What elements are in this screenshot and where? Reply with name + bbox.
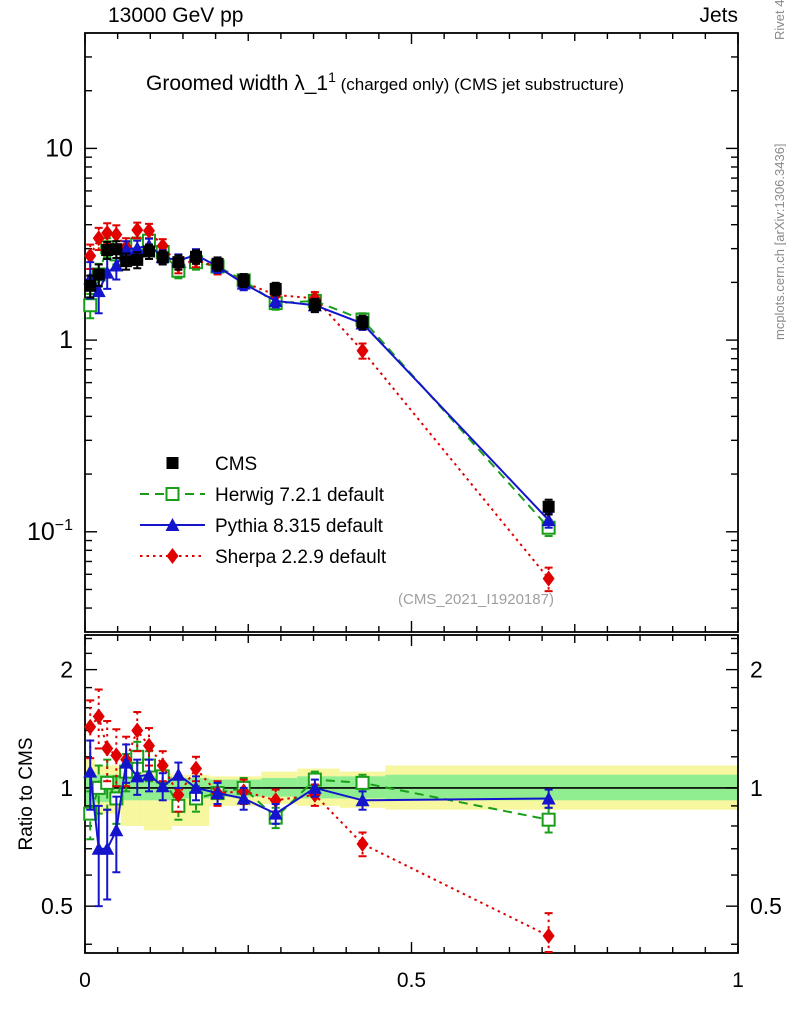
marker-square-filled — [269, 282, 282, 295]
legend-label-1: Herwig 7.2.1 default — [215, 485, 385, 506]
marker-triangle-filled — [119, 755, 134, 769]
legend-label-0: CMS — [215, 454, 257, 475]
plot-title: Groomed width λ_11 (charged only) (CMS j… — [146, 69, 624, 95]
marker-diamond-filled — [542, 570, 555, 587]
marker-square-filled — [142, 245, 155, 258]
marker-square-filled — [211, 257, 224, 270]
legend-label-3: Sherpa 2.2.9 default — [215, 547, 387, 568]
marker-diamond-filled — [92, 708, 105, 725]
marker-square-open — [83, 298, 98, 313]
marker-triangle-filled — [130, 769, 145, 783]
side-label-mcplots: mcplots.cern.ch [arXiv:1306.3436] — [772, 143, 786, 340]
marker-triangle-filled — [236, 791, 251, 805]
marker-diamond-filled — [166, 548, 179, 564]
marker-diamond-filled — [110, 747, 123, 764]
marker-diamond-filled — [142, 222, 155, 239]
marker-triangle-filled — [171, 767, 186, 781]
series-line — [89, 244, 550, 521]
marker-triangle-filled — [268, 806, 283, 820]
marker-triangle-filled — [307, 780, 322, 794]
header-right: Jets — [699, 4, 738, 27]
header-left: 13000 GeV pp — [108, 4, 244, 27]
marker-diamond-filled — [131, 722, 144, 739]
ratio-y-label-right-0: 2 — [750, 657, 763, 683]
marker-triangle-filled — [541, 513, 556, 527]
marker-triangle-filled — [165, 518, 180, 531]
marker-square-open — [165, 487, 180, 501]
marker-square-filled — [172, 256, 185, 269]
ratio-y-label-right-1: 1 — [750, 775, 763, 801]
series-line — [89, 760, 549, 850]
ratio-y-label-left-1: 1 — [60, 775, 73, 801]
ratio-y-label-right-2: 0.5 — [750, 893, 782, 919]
ratio-axis-title: Ratio to CMS — [16, 738, 37, 851]
marker-square-filled — [190, 250, 203, 263]
marker-triangle-filled — [109, 258, 124, 272]
marker-diamond-filled — [356, 342, 369, 359]
marker-triangle-filled — [355, 793, 370, 807]
marker-triangle-filled — [541, 791, 556, 805]
marker-square-filled — [356, 316, 369, 329]
marker-triangle-filled — [189, 780, 204, 794]
marker-diamond-filled — [172, 786, 185, 803]
marker-diamond-filled — [156, 757, 169, 774]
series-line — [89, 755, 549, 821]
marker-triangle-filled — [155, 779, 170, 793]
marker-triangle-filled — [83, 764, 98, 778]
main-y-label-10: 10 — [45, 134, 73, 162]
marker-diamond-filled — [190, 760, 203, 777]
marker-diamond-filled — [92, 230, 105, 247]
marker-triangle-filled — [268, 293, 283, 307]
marker-square-filled — [166, 457, 179, 469]
main-panel-frame — [84, 32, 739, 633]
marker-triangle-filled — [119, 242, 134, 256]
marker-square-filled — [101, 244, 114, 257]
marker-diamond-filled — [356, 835, 369, 852]
marker-square-open — [541, 812, 556, 827]
marker-triangle-filled — [141, 767, 156, 781]
marker-triangle-filled — [100, 841, 115, 855]
marker-triangle-filled — [91, 284, 106, 298]
marker-square-filled — [110, 243, 123, 256]
marker-square-filled — [156, 251, 169, 264]
marker-square-filled — [308, 299, 321, 312]
marker-diamond-filled — [101, 224, 114, 241]
marker-diamond-filled — [84, 718, 97, 735]
marker-diamond-filled — [101, 740, 114, 757]
marker-square-filled — [92, 268, 105, 281]
marker-diamond-filled — [542, 927, 555, 944]
marker-diamond-filled — [131, 222, 144, 239]
x-tick-label-0: 0 — [79, 969, 91, 992]
marker-square-open — [100, 775, 115, 790]
marker-square-filled — [237, 274, 250, 287]
main-y-label-1: 1 — [59, 326, 73, 354]
x-tick-label-2: 1 — [732, 969, 744, 992]
marker-diamond-filled — [142, 737, 155, 754]
ratio-y-label-left-2: 0.5 — [41, 893, 73, 919]
series-line — [89, 714, 550, 937]
marker-triangle-filled — [109, 823, 124, 837]
side-label-rivet: Rivet 4.1.0, ≥ 100k events — [772, 0, 786, 40]
legend-label-2: Pythia 8.315 default — [215, 516, 384, 537]
main-y-label-0.1: 10−1 — [27, 517, 73, 546]
marker-diamond-filled — [110, 226, 123, 243]
marker-square-filled — [542, 500, 555, 513]
marker-diamond-filled — [84, 247, 97, 264]
dataset-watermark: (CMS_2021_I1920187) — [398, 591, 554, 608]
marker-square-filled — [131, 253, 144, 266]
marker-triangle-filled — [130, 241, 145, 255]
x-tick-label-1: 0.5 — [397, 969, 426, 992]
marker-square-open — [355, 775, 370, 790]
marker-square-filled — [120, 255, 133, 268]
marker-triangle-filled — [210, 786, 225, 800]
ratio-y-label-left-0: 2 — [60, 657, 73, 683]
marker-square-filled — [84, 279, 97, 292]
